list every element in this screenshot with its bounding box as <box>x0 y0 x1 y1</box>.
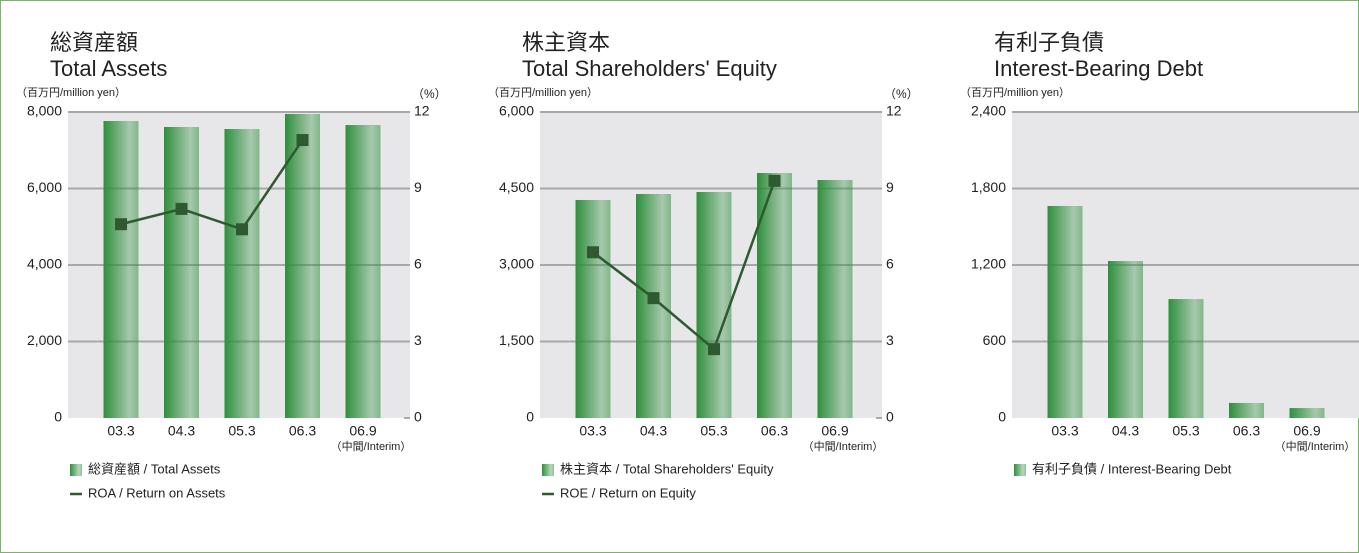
x-tick-label: 04.3 <box>168 423 195 439</box>
category-note: （中間/Interim） <box>1275 440 1356 453</box>
y2-unit-label: （%） <box>412 87 447 101</box>
y2-tick-label: 12 <box>414 103 430 119</box>
y-tick-label: 4,000 <box>27 256 62 272</box>
marker <box>708 343 720 356</box>
x-tick-label: 03.3 <box>579 423 606 439</box>
legend-label: ROA / Return on Assets <box>88 485 226 500</box>
bar <box>285 113 320 418</box>
chart-subtitle: Total Shareholders' Equity <box>522 56 777 81</box>
bar <box>1168 299 1204 418</box>
y-tick-label: 2,400 <box>971 103 1006 119</box>
y-tick-label: 600 <box>983 332 1007 348</box>
bar <box>1047 205 1083 418</box>
chart-title: 総資産額 <box>50 30 138 55</box>
bar <box>224 129 260 419</box>
x-tick-label: 06.3 <box>1233 423 1260 439</box>
bar <box>575 199 611 418</box>
marker <box>587 246 599 259</box>
legend-swatch <box>542 464 554 476</box>
y-tick-label: 6,000 <box>499 103 534 119</box>
x-tick-label: 04.3 <box>1112 423 1139 439</box>
marker <box>296 134 309 147</box>
y-tick-label: 1,200 <box>971 256 1006 272</box>
y-tick-label: 0 <box>54 409 62 425</box>
marker <box>175 202 188 215</box>
y-tick-label: 0 <box>526 409 534 425</box>
x-tick-label: 06.9 <box>821 423 848 439</box>
x-tick-label: 05.3 <box>700 423 727 439</box>
marker <box>768 174 781 187</box>
y-unit-label: （百万円/million yen） <box>960 86 1070 99</box>
y2-tick-label: 6 <box>886 256 894 272</box>
legend-label: ROE / Return on Equity <box>560 485 696 500</box>
chart-subtitle: Interest-Bearing Debt <box>994 56 1203 81</box>
bar <box>1108 261 1143 418</box>
y-tick-label: 6,000 <box>27 179 62 195</box>
y2-tick-label: 12 <box>886 103 902 119</box>
y2-tick-label: 3 <box>414 332 422 348</box>
bar <box>696 192 732 418</box>
y-tick-label: 8,000 <box>27 103 62 119</box>
y-unit-label: （百万円/million yen） <box>488 86 598 99</box>
bar <box>817 179 853 418</box>
x-tick-label: 03.3 <box>107 423 134 439</box>
marker <box>115 218 127 231</box>
chart-subtitle: Total Assets <box>50 56 167 81</box>
legend-swatch <box>70 464 82 476</box>
x-tick-label: 06.3 <box>761 423 788 439</box>
y-tick-label: 1,500 <box>499 332 534 348</box>
x-tick-label: 05.3 <box>228 423 255 439</box>
y2-tick-label: 9 <box>886 179 894 195</box>
y2-tick-label: 0 <box>414 409 422 425</box>
marker <box>236 223 248 236</box>
bar <box>164 126 199 418</box>
marker <box>647 292 660 305</box>
x-tick-label: 04.3 <box>640 423 667 439</box>
line <box>592 180 776 352</box>
y-tick-label: 1,800 <box>971 179 1006 195</box>
y2-tick-label: 0 <box>886 409 894 425</box>
x-tick-label: 06.9 <box>349 423 376 439</box>
y-unit-label: （百万円/million yen） <box>16 86 126 99</box>
y-tick-label: 3,000 <box>499 256 534 272</box>
chart-title: 有利子負債 <box>994 30 1104 55</box>
category-note: （中間/Interim） <box>331 440 412 453</box>
category-note: （中間/Interim） <box>803 440 884 453</box>
x-tick-label: 06.3 <box>289 423 316 439</box>
legend-label: 株主資本 / Total Shareholders' Equity <box>560 461 774 476</box>
bar <box>1229 402 1264 418</box>
x-tick-label: 03.3 <box>1051 423 1078 439</box>
x-tick-label: 06.9 <box>1293 423 1320 439</box>
y2-tick-label: 9 <box>414 179 422 195</box>
y-tick-label: 4,500 <box>499 179 534 195</box>
bar <box>757 172 792 418</box>
legend-swatch <box>1014 464 1026 476</box>
bar <box>1289 408 1325 418</box>
chart-title: 株主資本 <box>522 30 610 55</box>
y-tick-label: 2,000 <box>27 332 62 348</box>
x-tick-label: 05.3 <box>1172 423 1199 439</box>
legend-label: 有利子負債 / Interest-Bearing Debt <box>1032 461 1232 476</box>
y2-unit-label: （%） <box>884 87 919 101</box>
bar <box>103 120 139 419</box>
y2-tick-label: 3 <box>886 332 894 348</box>
line <box>120 139 304 231</box>
bar <box>345 125 381 418</box>
y-tick-label: 0 <box>998 409 1006 425</box>
bar <box>636 194 671 418</box>
legend-label: 総資産額 / Total Assets <box>88 461 221 476</box>
y2-tick-label: 6 <box>414 256 422 272</box>
